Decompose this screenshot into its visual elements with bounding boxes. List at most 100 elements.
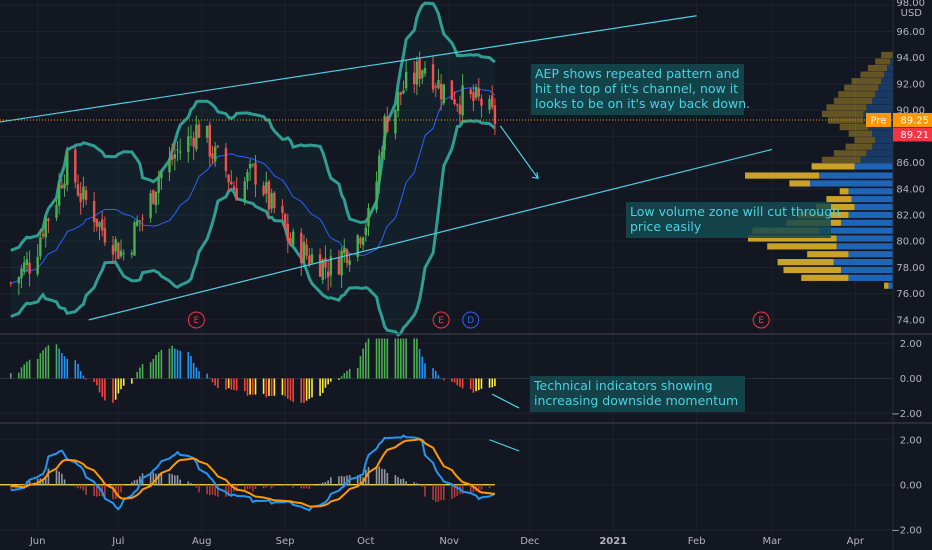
volume-profile-bar [854, 203, 893, 211]
volume-profile-bar [887, 64, 893, 72]
candle-body [117, 242, 120, 260]
candle-body [122, 253, 125, 255]
macd-panel [0, 434, 520, 512]
volume-profile-bar [845, 143, 873, 150]
candle-body [84, 190, 88, 201]
candle-body [437, 80, 440, 89]
x-tick-label: Jul [111, 536, 124, 547]
volume-profile-bar [810, 180, 893, 187]
candle-body [423, 68, 427, 74]
volume-profile-bar [844, 84, 879, 91]
candle-body [434, 86, 437, 88]
volume-profile-bar [867, 123, 893, 131]
y-tick-label: 86.00 [896, 158, 925, 169]
candle-body [230, 181, 233, 185]
candle-body [103, 228, 107, 243]
candle-body [44, 217, 47, 238]
volume-profile-bar [875, 91, 893, 98]
candle-body [305, 244, 308, 256]
volume-profile-bar [866, 150, 893, 157]
event-label: E [438, 316, 444, 326]
candle-body [262, 185, 265, 195]
volume-profile-bar [881, 78, 893, 85]
candle-body [415, 61, 419, 85]
volume-profile-bar [841, 266, 893, 274]
annotation-momentum-line: increasing downside momentum [534, 393, 738, 408]
axes: Jun Jul Aug Sep Oct Nov Dec 2021 Feb Mar Apr 96.00 9… [29, 0, 925, 547]
candle-body [340, 250, 343, 276]
candle-body [176, 149, 179, 151]
candle-body [138, 220, 142, 222]
annotation-momentum-box [530, 376, 745, 412]
candle-body [281, 206, 284, 213]
volume-profile-bar [833, 150, 867, 157]
volume-profile-bar [747, 235, 837, 242]
candle-body [439, 83, 443, 100]
candle-body [111, 245, 115, 255]
volume-profile-bar [839, 123, 868, 131]
volume-profile-bar [789, 180, 811, 187]
x-tick-label: Oct [357, 536, 374, 547]
volume-profile-bar [745, 172, 819, 179]
x-tick-label: 2021 [599, 536, 627, 547]
x-tick-label: Apr [847, 536, 865, 547]
volume-profile-bar [888, 282, 893, 289]
candle-body [74, 149, 77, 183]
y-tick-label: 96.00 [896, 27, 925, 38]
price-tag-box [893, 127, 932, 142]
candle-body [286, 223, 290, 241]
candle-body [95, 218, 99, 227]
volume-profile-bar [860, 156, 893, 163]
volume-profile-bar [851, 78, 882, 85]
candle-body [25, 259, 29, 266]
price-tag-box [893, 112, 932, 127]
momentum-arrow [491, 393, 520, 409]
candle-body [474, 87, 478, 98]
candle-body [39, 237, 42, 257]
y-tick-label: 76.00 [896, 289, 925, 300]
volume-profile-bar [777, 259, 834, 266]
volume-profile-bar [848, 188, 893, 195]
y-tick-label: −2.00 [891, 525, 922, 536]
annotation-volume-line: price easily [630, 219, 702, 234]
pre-price-tag-text: 89.25 [900, 115, 929, 126]
candle-body [152, 190, 155, 204]
candle-body [168, 158, 171, 173]
candle-body [60, 185, 64, 188]
candle-body [248, 164, 252, 169]
candle-body [318, 254, 322, 277]
candle-body [361, 237, 365, 246]
candle-body [456, 104, 459, 106]
projection-arrow [499, 125, 539, 179]
candle-body [189, 136, 193, 138]
annotation-momentum-line: Technical indicators showing [533, 378, 713, 393]
candle-body [119, 250, 123, 257]
band-lower [10, 119, 496, 337]
candle-body [160, 172, 163, 179]
candle-body [364, 227, 368, 236]
candle-body [329, 256, 333, 276]
candle-body [326, 271, 330, 278]
volume-profile-bar [884, 71, 893, 78]
volume-profile-bar [821, 110, 864, 118]
candle-body [17, 277, 21, 284]
candle-body [356, 235, 359, 257]
y-tick-label: 98.00 [896, 0, 925, 9]
volume-profile-bar [827, 117, 864, 124]
volume-profile-bar [851, 196, 893, 203]
volume-profile-bar [783, 266, 842, 274]
candle-body [267, 181, 271, 210]
y-tick-label: 2.00 [900, 339, 922, 350]
x-tick-label: Dec [520, 536, 539, 547]
candle-body [20, 268, 23, 278]
y-tick-label: 94.00 [896, 53, 925, 64]
volume-profile-bar [854, 137, 876, 144]
candle-body [308, 255, 311, 265]
candle-body [270, 193, 273, 209]
x-tick-label: Nov [439, 536, 459, 547]
annotation-pattern-line: AEP shows repeated pattern and [535, 66, 740, 81]
volume-profile-bar [875, 137, 893, 144]
